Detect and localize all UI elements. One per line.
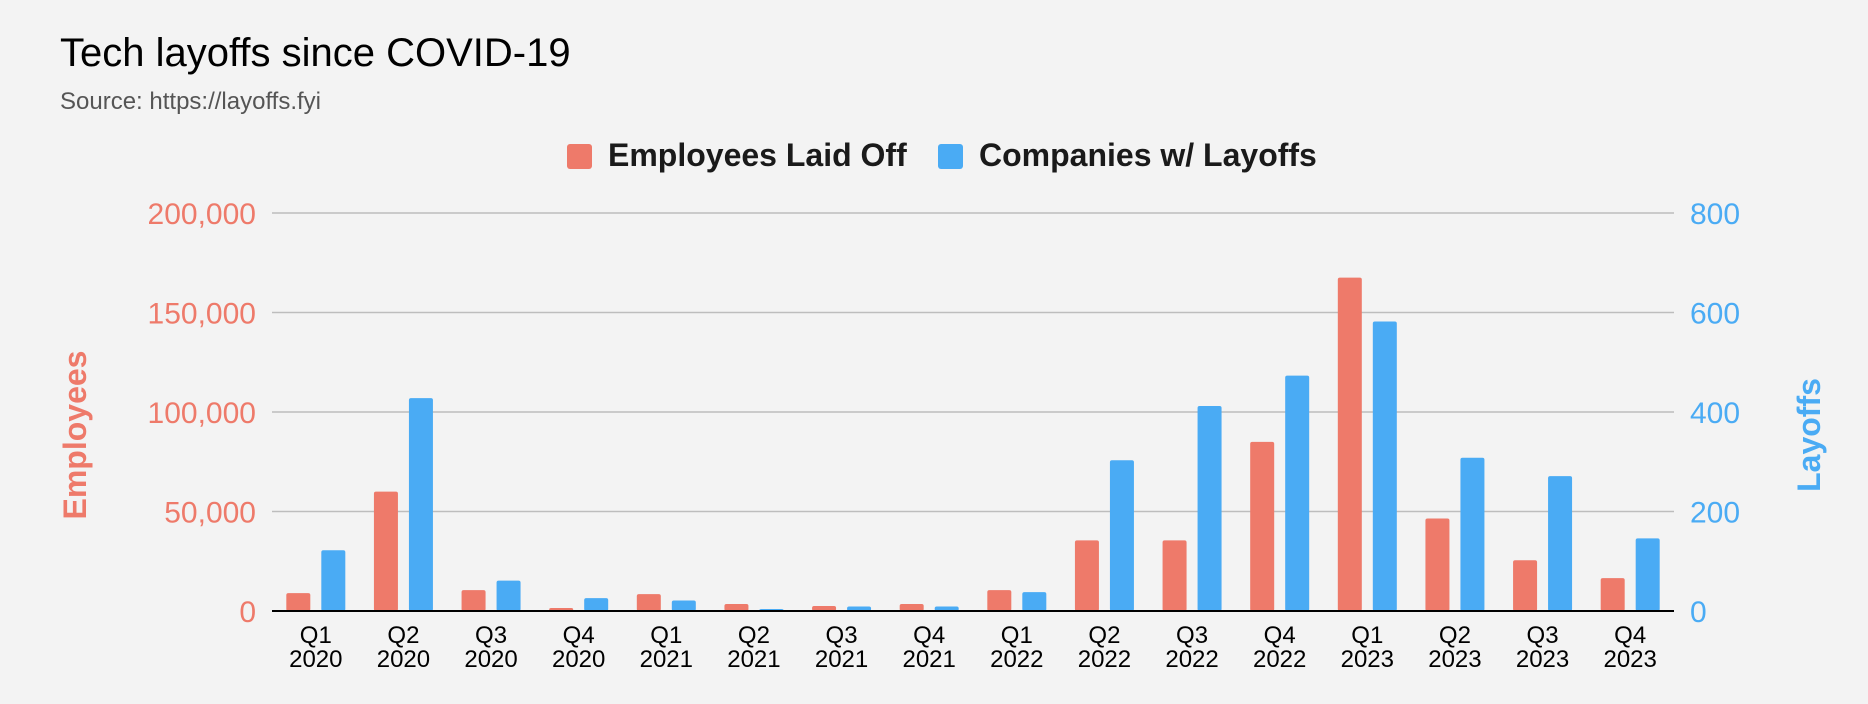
bar-employees-laid-off (1074, 540, 1099, 611)
category-label-quarter: Q2 (1439, 622, 1471, 649)
category-label-year: 2020 (377, 646, 430, 673)
bar-employees-laid-off (286, 593, 311, 611)
category-label-quarter: Q1 (1351, 622, 1383, 649)
bar-employees-laid-off (1425, 518, 1450, 611)
left-tick-label: 150,000 (148, 298, 256, 331)
category-label-quarter: Q3 (475, 622, 507, 649)
left-tick-label: 100,000 (148, 397, 256, 430)
legend-swatch-companies (938, 144, 963, 169)
bar-companies-with-layoffs (671, 600, 696, 611)
left-tick-label: 50,000 (164, 497, 256, 530)
category-label-quarter: Q3 (826, 622, 858, 649)
bar-employees-laid-off (1250, 441, 1275, 611)
right-tick-label: 400 (1690, 397, 1740, 430)
category-label-year: 2021 (640, 646, 693, 673)
category-label-year: 2022 (1078, 646, 1131, 673)
right-axis-ticks: 0 200 400 600 800 (1690, 198, 1740, 629)
right-tick-label: 200 (1690, 497, 1740, 530)
category-label-year: 2022 (1253, 646, 1306, 673)
right-tick-label: 0 (1690, 596, 1707, 629)
category-label-quarter: Q4 (1614, 622, 1646, 649)
bar-employees-laid-off (1162, 540, 1187, 611)
legend: Employees Laid Off Companies w/ Layoffs (567, 137, 1317, 173)
category-label-quarter: Q2 (738, 622, 770, 649)
bar-companies-with-layoffs (496, 580, 521, 611)
category-label-quarter: Q1 (300, 622, 332, 649)
bar-companies-with-layoffs (1635, 538, 1660, 611)
category-label-year: 2020 (552, 646, 605, 673)
bar-companies-with-layoffs (847, 606, 872, 611)
right-tick-label: 600 (1690, 298, 1740, 331)
category-label-quarter: Q1 (650, 622, 682, 649)
bar-employees-laid-off (724, 604, 749, 611)
category-label-quarter: Q4 (1264, 622, 1296, 649)
chart-subtitle: Source: https://layoffs.fyi (60, 88, 321, 115)
category-label-year: 2023 (1428, 646, 1481, 673)
bar-employees-laid-off (373, 491, 398, 611)
category-label-year: 2021 (727, 646, 780, 673)
bar-employees-laid-off (1600, 578, 1625, 611)
bar-companies-with-layoffs (1109, 460, 1134, 611)
category-label-quarter: Q4 (913, 622, 945, 649)
bar-companies-with-layoffs (1022, 592, 1047, 611)
bar-employees-laid-off (461, 590, 486, 611)
category-label-year: 2022 (1165, 646, 1218, 673)
bar-companies-with-layoffs (584, 598, 609, 611)
category-label-quarter: Q2 (1088, 622, 1120, 649)
chart-title: Tech layoffs since COVID-19 (60, 31, 571, 75)
bar-companies-with-layoffs (1372, 321, 1397, 611)
bar-employees-laid-off (1337, 277, 1362, 611)
category-label-year: 2021 (815, 646, 868, 673)
category-label-year: 2023 (1603, 646, 1656, 673)
bars (286, 277, 1660, 611)
right-axis-title: Layoffs (1791, 378, 1827, 492)
category-label-year: 2020 (289, 646, 342, 673)
right-tick-label: 800 (1690, 198, 1740, 231)
category-label-quarter: Q3 (1527, 622, 1559, 649)
left-tick-label: 200,000 (148, 198, 256, 231)
category-label-year: 2023 (1516, 646, 1569, 673)
category-label-year: 2023 (1341, 646, 1394, 673)
category-label-quarter: Q3 (1176, 622, 1208, 649)
bar-companies-with-layoffs (1197, 406, 1222, 611)
bar-employees-laid-off (812, 606, 837, 611)
bar-companies-with-layoffs (934, 606, 959, 611)
left-axis-title: Employees (57, 351, 93, 520)
bar-companies-with-layoffs (1548, 476, 1573, 611)
bar-employees-laid-off (987, 590, 1012, 611)
legend-label-employees: Employees Laid Off (608, 137, 907, 173)
category-label-quarter: Q2 (387, 622, 419, 649)
legend-label-companies: Companies w/ Layoffs (979, 137, 1317, 173)
bar-employees-laid-off (899, 604, 924, 611)
bar-companies-with-layoffs (408, 398, 433, 611)
category-labels: Q12020Q22020Q32020Q42020Q12021Q22021Q320… (289, 622, 1657, 673)
gridlines (272, 212, 1674, 513)
bar-employees-laid-off (1513, 560, 1538, 611)
category-label-year: 2020 (464, 646, 517, 673)
legend-swatch-employees (567, 144, 592, 169)
bar-companies-with-layoffs (321, 550, 346, 611)
category-label-year: 2021 (902, 646, 955, 673)
category-label-quarter: Q4 (563, 622, 595, 649)
left-axis-ticks: 0 50,000 100,000 150,000 200,000 (148, 198, 256, 629)
category-label-quarter: Q1 (1001, 622, 1033, 649)
left-tick-label: 0 (239, 596, 256, 629)
category-label-year: 2022 (990, 646, 1043, 673)
bar-employees-laid-off (636, 594, 661, 611)
bar-companies-with-layoffs (1460, 457, 1485, 611)
bar-companies-with-layoffs (1285, 375, 1310, 611)
